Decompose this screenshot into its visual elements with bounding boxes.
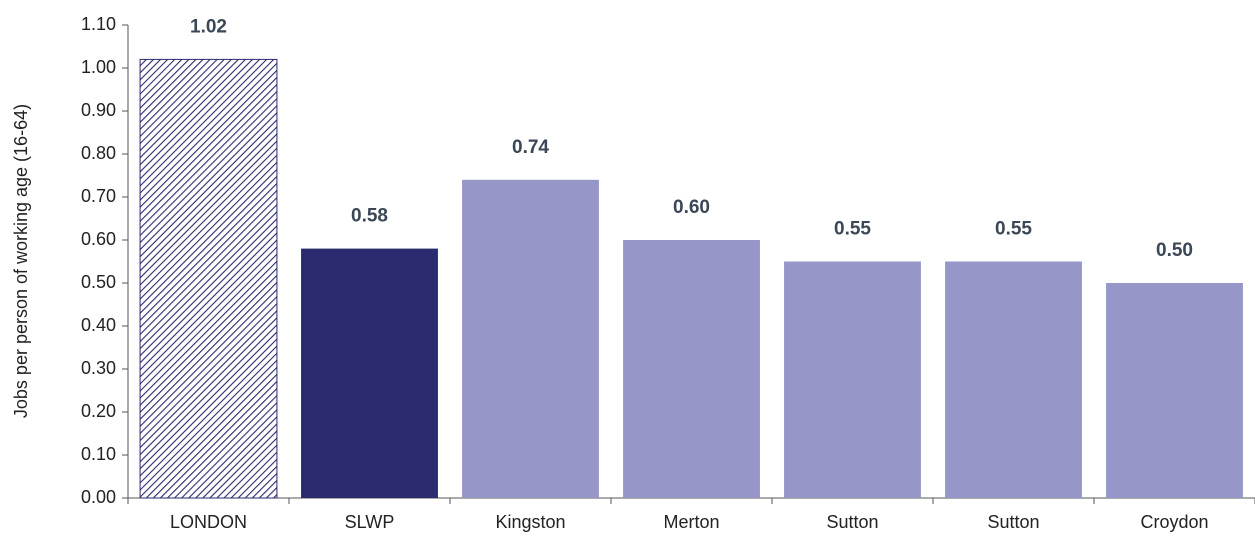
x-tick-label: Merton	[663, 512, 719, 532]
value-label: 0.60	[673, 197, 710, 218]
y-tick-label: 0.90	[81, 100, 116, 120]
y-axis-label: Jobs per person of working age (16-64)	[11, 104, 31, 418]
bar	[139, 58, 278, 499]
x-tick-label: SLWP	[345, 512, 395, 532]
x-tick-label: Sutton	[826, 512, 878, 532]
value-label: 0.58	[351, 206, 388, 227]
y-tick-label: 0.30	[81, 358, 116, 378]
x-tick-label: Croydon	[1140, 512, 1208, 532]
bar	[784, 261, 921, 498]
x-tick-label: LONDON	[170, 512, 247, 532]
y-tick-label: 0.60	[81, 229, 116, 249]
y-tick-label: 1.00	[81, 57, 116, 77]
value-label: 1.02	[190, 16, 227, 37]
value-label: 0.74	[512, 137, 549, 158]
y-tick-label: 0.20	[81, 401, 116, 421]
y-tick-label: 0.10	[81, 444, 116, 464]
bar	[945, 261, 1082, 498]
y-tick-label: 0.70	[81, 186, 116, 206]
x-tick-label: Kingston	[495, 512, 565, 532]
y-tick-label: 1.10	[81, 14, 116, 34]
y-tick-label: 0.80	[81, 143, 116, 163]
y-tick-label: 0.40	[81, 315, 116, 335]
y-tick-label: 0.50	[81, 272, 116, 292]
bar	[301, 248, 438, 498]
value-label: 0.55	[995, 219, 1032, 240]
bar	[1106, 283, 1243, 498]
value-label: 0.55	[834, 219, 871, 240]
x-tick-label: Sutton	[987, 512, 1039, 532]
value-label: 0.50	[1156, 240, 1193, 261]
bar	[623, 240, 760, 498]
y-tick-label: 0.00	[81, 487, 116, 507]
bar	[462, 179, 599, 499]
